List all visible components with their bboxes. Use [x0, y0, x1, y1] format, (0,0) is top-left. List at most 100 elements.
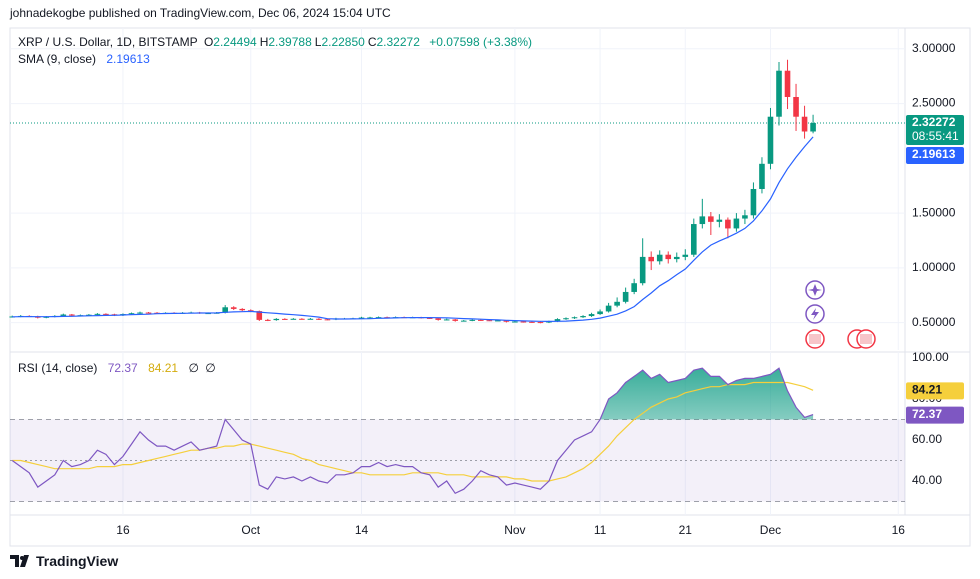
candle-body: [682, 254, 689, 257]
candle-body: [324, 319, 331, 321]
ohlc-key: H: [259, 35, 269, 49]
symbol-title: XRP / U.S. Dollar, 1D, BITSTAMP: [18, 35, 198, 49]
candle-body: [375, 317, 382, 319]
brand-logo: [10, 555, 29, 567]
y-tick-label: 2.50000: [912, 96, 956, 110]
ohlc-value: 2.32272: [376, 35, 420, 49]
sma-price-text: 2.19613: [912, 147, 956, 161]
x-tick-label: 21: [679, 523, 693, 537]
ohlc-values: O2.24494 H2.39788 L2.22850 C2.32272: [204, 35, 423, 49]
last-price-subtext: 08:55:41: [912, 129, 959, 143]
candle-body: [222, 307, 228, 313]
candle-body: [529, 321, 535, 323]
candle-body: [290, 318, 297, 320]
candle-body: [495, 320, 501, 322]
x-tick-label: Nov: [504, 523, 525, 537]
rsi-ma-price-text: 84.21: [912, 382, 942, 396]
candle-body: [716, 219, 723, 222]
candle-body: [256, 311, 263, 320]
candle-body: [665, 254, 672, 260]
candle-body: [759, 163, 765, 189]
ohlc-value: 2.24494: [213, 35, 257, 49]
candle-body: [605, 305, 612, 312]
rsi-ma-price-box: [906, 382, 964, 400]
candle-body: [554, 319, 561, 322]
candle-body: [478, 319, 484, 321]
candle-body: [742, 215, 748, 219]
y-tick-label: 1.00000: [912, 260, 956, 274]
rsi-legend: RSI (14, close) 72.37 84.21 ∅ ∅: [18, 361, 219, 375]
sma-line: [12, 136, 814, 323]
candle-body: [460, 320, 467, 322]
y-tick-label: 40.00: [912, 473, 942, 487]
candle-body: [316, 318, 322, 320]
x-tick-label: 14: [355, 523, 369, 537]
ohlc-value: 2.22850: [321, 35, 365, 49]
event-icon-glyph: [809, 334, 821, 344]
ohlc-value: 2.39788: [268, 35, 312, 49]
candle-body: [247, 310, 254, 312]
candle-body: [103, 313, 109, 315]
candle-body: [597, 311, 603, 315]
candle-body: [648, 256, 654, 262]
candle-body: [588, 314, 595, 317]
candle-body: [512, 321, 518, 323]
x-tick-label: 11: [594, 523, 607, 537]
candle-body: [230, 307, 237, 309]
candle-body: [69, 314, 75, 316]
ohlc-key: C: [367, 35, 377, 49]
sma-legend: SMA (9, close) 2.19613: [18, 52, 153, 66]
candle-body: [503, 320, 510, 322]
rsi-price-box: [906, 406, 964, 424]
candle-body: [767, 116, 774, 164]
ohlc-key: O: [203, 35, 214, 49]
chart-frame: [9, 27, 971, 547]
change: +0.07598 (+3.38%): [429, 35, 532, 49]
candle-body: [614, 301, 620, 306]
candle-body: [239, 308, 246, 311]
candle-body: [691, 224, 697, 255]
event-icons: [805, 280, 876, 349]
candle-body: [273, 318, 280, 321]
event-icon-glyph: [808, 284, 822, 296]
rsi-line: [11, 367, 814, 495]
candle-body: [784, 70, 791, 97]
rsi-value: 72.37: [107, 361, 138, 375]
candle-body: [299, 318, 305, 320]
candle-body: [358, 317, 365, 319]
candle-body: [639, 256, 646, 284]
event-icon-glyph: [811, 308, 819, 320]
candle-body: [631, 283, 637, 292]
candle-body: [810, 122, 816, 132]
ohlc-key: L: [314, 35, 322, 49]
candle-body: [520, 321, 527, 323]
candle-body: [546, 321, 552, 323]
candle-body: [265, 319, 271, 321]
candle-body: [43, 316, 50, 318]
candle-body: [426, 317, 433, 319]
candle-body: [622, 291, 629, 302]
candle-body: [367, 317, 373, 319]
footer: TradingView: [10, 553, 118, 569]
candle-body: [708, 216, 714, 222]
candle-body: [282, 318, 288, 320]
x-tick-label: Dec: [760, 523, 781, 537]
rsi-title: RSI (14, close): [18, 361, 98, 375]
rsi-ma-line: [12, 381, 814, 482]
symbol-legend: XRP / U.S. Dollar, 1D, BITSTAMP O2.24494…: [18, 35, 535, 49]
rsi-price-text: 72.37: [912, 407, 942, 421]
candle-body: [699, 216, 706, 225]
y-tick-label: 3.00000: [912, 41, 956, 55]
x-tick-label: Oct: [241, 523, 260, 537]
candle-body: [801, 116, 808, 132]
candle-body: [94, 313, 101, 315]
candle-body: [137, 312, 143, 314]
candle-body: [537, 322, 544, 324]
sma-value: 2.19613: [106, 52, 150, 66]
rsi-flag: ∅: [188, 361, 199, 375]
candle-body: [60, 314, 67, 316]
publisher-line: johnadekogbe published on TradingView.co…: [10, 6, 391, 20]
candle-body: [656, 254, 663, 262]
x-tick-label: 16: [116, 523, 130, 537]
